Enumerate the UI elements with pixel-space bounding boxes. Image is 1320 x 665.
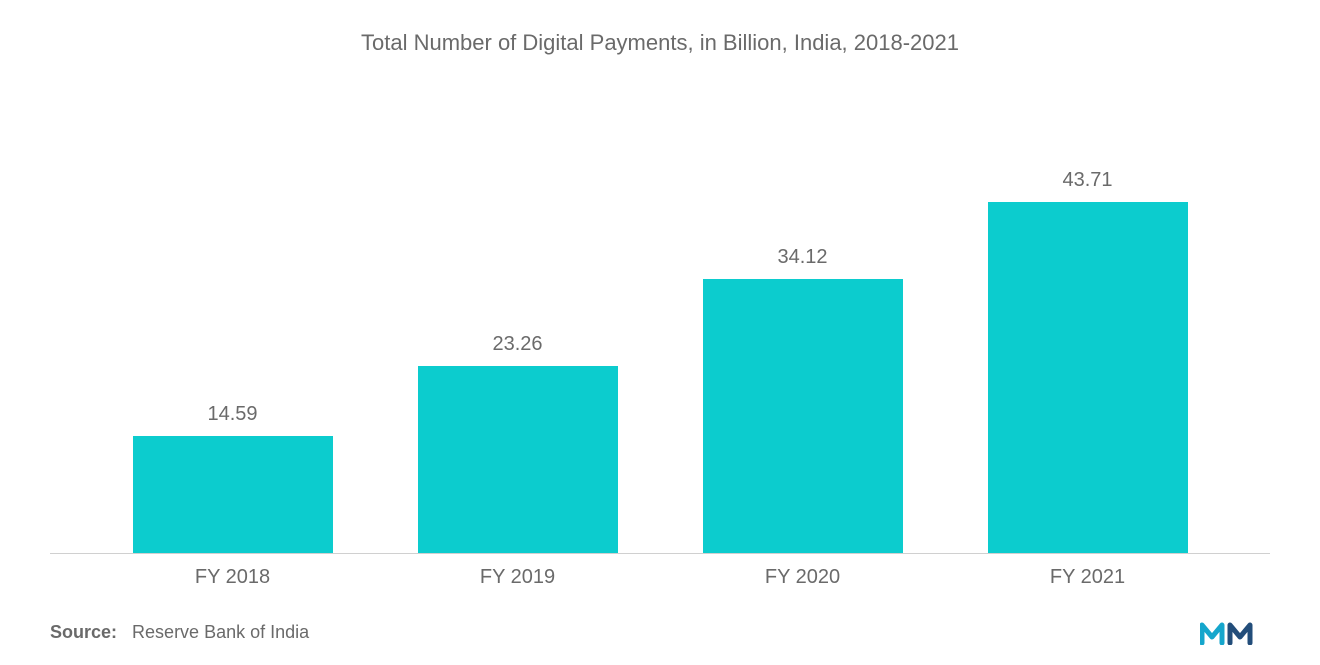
bar-group: 23.26 xyxy=(418,116,618,553)
x-axis-label: FY 2019 xyxy=(418,566,618,589)
bar-value-label: 34.12 xyxy=(777,246,827,269)
source-label: Source: xyxy=(50,622,117,642)
bar xyxy=(988,202,1188,553)
chart-container: Total Number of Digital Payments, in Bil… xyxy=(0,0,1320,665)
x-axis-label: FY 2020 xyxy=(703,566,903,589)
source-attribution: Source: Reserve Bank of India xyxy=(50,622,309,643)
source-text: Reserve Bank of India xyxy=(132,622,309,642)
chart-title: Total Number of Digital Payments, in Bil… xyxy=(50,30,1270,56)
bar xyxy=(418,366,618,553)
mordor-intelligence-logo-icon xyxy=(1200,619,1270,645)
bar xyxy=(133,436,333,553)
bar-group: 43.71 xyxy=(988,116,1188,553)
bar-group: 14.59 xyxy=(133,116,333,553)
bar-group: 34.12 xyxy=(703,116,903,553)
x-axis-labels: FY 2018 FY 2019 FY 2020 FY 2021 xyxy=(50,554,1270,589)
x-axis-label: FY 2021 xyxy=(988,566,1188,589)
bar-value-label: 23.26 xyxy=(492,333,542,356)
bar xyxy=(703,279,903,553)
bar-value-label: 14.59 xyxy=(207,403,257,426)
x-axis-label: FY 2018 xyxy=(133,566,333,589)
chart-plot-area: 14.59 23.26 34.12 43.71 xyxy=(50,76,1270,554)
bar-value-label: 43.71 xyxy=(1062,169,1112,192)
chart-footer: Source: Reserve Bank of India xyxy=(50,589,1270,645)
